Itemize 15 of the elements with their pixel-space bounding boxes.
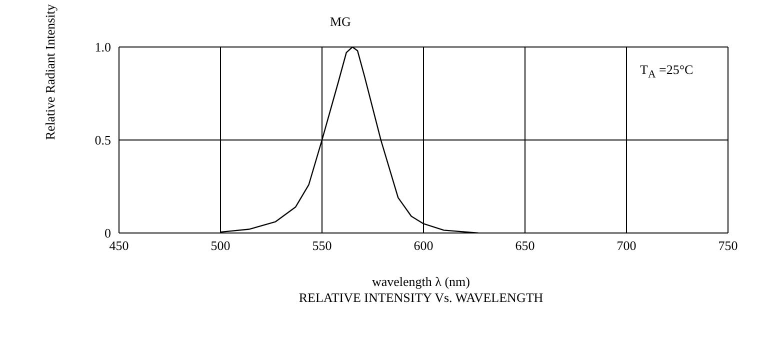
x-tick-label: 450 [109, 238, 129, 254]
x-tick-label: 650 [515, 238, 535, 254]
y-tick-label: 1.0 [94, 40, 111, 55]
x-tick-label: 700 [616, 238, 636, 254]
chart-title: MG [330, 14, 351, 30]
y-tick-label: 0 [104, 226, 111, 241]
x-axis-title: wavelength λ (nm) [371, 274, 471, 290]
x-tick-label: 600 [414, 238, 434, 254]
y-axis-title: Relative Radiant Intensity [42, 4, 58, 140]
text: RELATIVE INTENSITY Vs. WAVELENGTH [298, 290, 544, 306]
x-tick-label: 550 [312, 238, 332, 254]
x-tick-label: 500 [210, 238, 230, 254]
y-tick-label: 0.5 [94, 132, 111, 148]
x-tick-label: 750 [718, 238, 738, 254]
annotation: T$_{A}$ =25°C [640, 62, 694, 81]
